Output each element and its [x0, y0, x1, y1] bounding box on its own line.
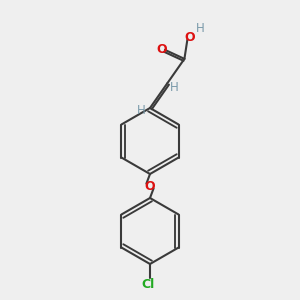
Text: H: H	[170, 80, 179, 94]
Text: O: O	[184, 31, 195, 44]
Text: O: O	[156, 44, 166, 56]
Text: Cl: Cl	[141, 278, 154, 292]
Text: H: H	[137, 104, 146, 118]
Text: H: H	[196, 22, 204, 35]
Text: O: O	[145, 179, 155, 193]
